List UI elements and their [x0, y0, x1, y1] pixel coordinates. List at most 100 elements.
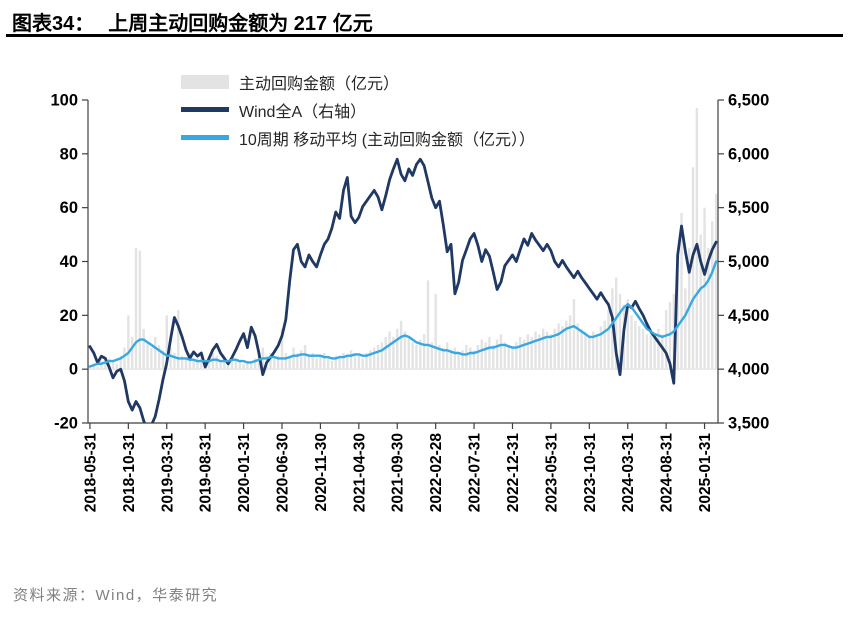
- buyback-bar: [618, 293, 622, 370]
- buyback-bar: [426, 280, 430, 370]
- left-axis: 100 80 60 40 20 0 -20: [50, 92, 88, 433]
- buyback-bar: [588, 336, 591, 370]
- buyback-bar: [273, 358, 276, 370]
- buyback-bar: [372, 347, 376, 370]
- buyback-bar: [465, 344, 468, 370]
- buyback-bar: [223, 358, 226, 370]
- buyback-bar: [123, 347, 126, 370]
- buyback-bar: [553, 328, 556, 370]
- right-axis-tick-label: 4,500: [728, 307, 769, 325]
- wind-all-a-line: [88, 157, 718, 423]
- buyback-bar: [173, 353, 176, 370]
- buyback-bar: [657, 328, 660, 370]
- x-axis-tick-label: 2021-04-30: [351, 433, 368, 512]
- buyback-bar: [691, 167, 695, 370]
- buyback-bar: [246, 361, 249, 370]
- buyback-bar: [515, 342, 518, 370]
- buyback-bar: [227, 363, 230, 370]
- x-axis-tick-label: 2022-07-31: [467, 433, 484, 513]
- buyback-bar: [518, 336, 522, 370]
- buyback-bar: [495, 339, 499, 370]
- left-axis-tick-label: 20: [60, 307, 78, 325]
- buyback-bar: [196, 358, 199, 370]
- buyback-bar: [349, 350, 353, 370]
- buyback-bar: [238, 361, 241, 370]
- buyback-bar: [603, 320, 606, 370]
- buyback-bar: [346, 355, 349, 370]
- buyback-bar: [323, 353, 326, 370]
- buyback-bar: [584, 331, 587, 370]
- legend-label-buyback: 主动回购金额（亿元）: [239, 75, 400, 93]
- buyback-bar: [668, 301, 672, 370]
- buyback-bar: [707, 248, 710, 370]
- buyback-bar: [319, 355, 322, 370]
- left-axis-tick-label: 80: [60, 145, 78, 163]
- buyback-bar: [545, 331, 549, 370]
- right-axis-tick-label: 4,000: [728, 361, 769, 379]
- buyback-bar: [361, 358, 364, 370]
- buyback-bar: [676, 274, 679, 370]
- buyback-bar: [415, 344, 418, 370]
- buyback-bar: [595, 334, 599, 370]
- x-axis-tick-label: 2020-11-30: [313, 433, 330, 511]
- buyback-bar: [161, 350, 165, 370]
- x-axis-tick-label: 2020-01-31: [236, 433, 253, 513]
- buyback-bar: [615, 277, 618, 370]
- buyback-bar: [392, 336, 395, 370]
- x-axis-tick-label: 2023-05-31: [543, 433, 560, 513]
- buyback-bar: [234, 358, 238, 370]
- buyback-bar: [449, 350, 453, 370]
- left-axis-tick-label: 40: [60, 253, 78, 271]
- left-axis-tick-label: 100: [50, 92, 78, 110]
- buyback-bar: [576, 323, 579, 370]
- buyback-bar: [472, 350, 476, 370]
- right-axis-tick-label: 6,500: [728, 92, 769, 110]
- buyback-bar: [146, 342, 149, 370]
- buyback-bar: [403, 331, 407, 370]
- buyback-bar: [591, 331, 595, 370]
- legend-label-wind-all-a: Wind全A（右轴）: [239, 103, 367, 121]
- buyback-bar: [92, 363, 95, 370]
- buyback-bar: [111, 361, 115, 370]
- buyback-bar: [311, 353, 314, 370]
- buyback-bar: [342, 353, 345, 370]
- buyback-bar: [607, 309, 610, 370]
- legend-item-wind-all-a: Wind全A（右轴）: [181, 98, 535, 121]
- buyback-bar: [169, 347, 172, 370]
- buyback-bar: [469, 347, 472, 370]
- buyback-bar: [407, 336, 410, 370]
- buyback-bar: [476, 344, 480, 370]
- buyback-bar: [138, 250, 142, 370]
- buyback-bar: [150, 347, 153, 370]
- buyback-bar: [104, 363, 107, 370]
- buyback-bar: [115, 363, 119, 370]
- x-axis-tick-label: 2018-10-31: [121, 433, 138, 513]
- buyback-bar: [434, 293, 437, 370]
- buyback-bar: [542, 328, 545, 370]
- buyback-bar: [188, 353, 191, 370]
- buyback-bar: [703, 207, 706, 370]
- buyback-bar: [442, 347, 445, 370]
- buyback-bar: [538, 334, 541, 370]
- buyback-bar: [492, 344, 495, 370]
- x-axis-tick-label: 2024-08-31: [659, 433, 676, 513]
- buyback-bar: [664, 309, 668, 370]
- x-axis-tick-label: 2019-03-31: [159, 433, 176, 513]
- right-axis-tick-label: 3,500: [728, 415, 769, 433]
- buyback-bar: [507, 344, 510, 370]
- buyback-bar: [649, 331, 652, 370]
- buyback-bar: [661, 334, 664, 370]
- buyback-bar: [130, 336, 134, 370]
- buyback-bar: [365, 353, 368, 370]
- buyback-bar: [384, 336, 387, 370]
- chart-legend: 主动回购金额（亿元） Wind全A（右轴） 10周期 移动平均 (主动回购金额（…: [181, 70, 535, 149]
- buyback-bar: [288, 355, 291, 370]
- legend-line-swatch-navy: [181, 107, 229, 112]
- buyback-bar: [411, 342, 414, 370]
- x-axis-tick-label: 2023-10-31: [582, 433, 599, 513]
- buyback-bar: [645, 334, 649, 370]
- x-axis-tick-label: 2022-02-28: [428, 433, 445, 513]
- buyback-bar: [303, 344, 307, 370]
- buyback-bar: [142, 328, 145, 370]
- buyback-bar: [127, 315, 130, 370]
